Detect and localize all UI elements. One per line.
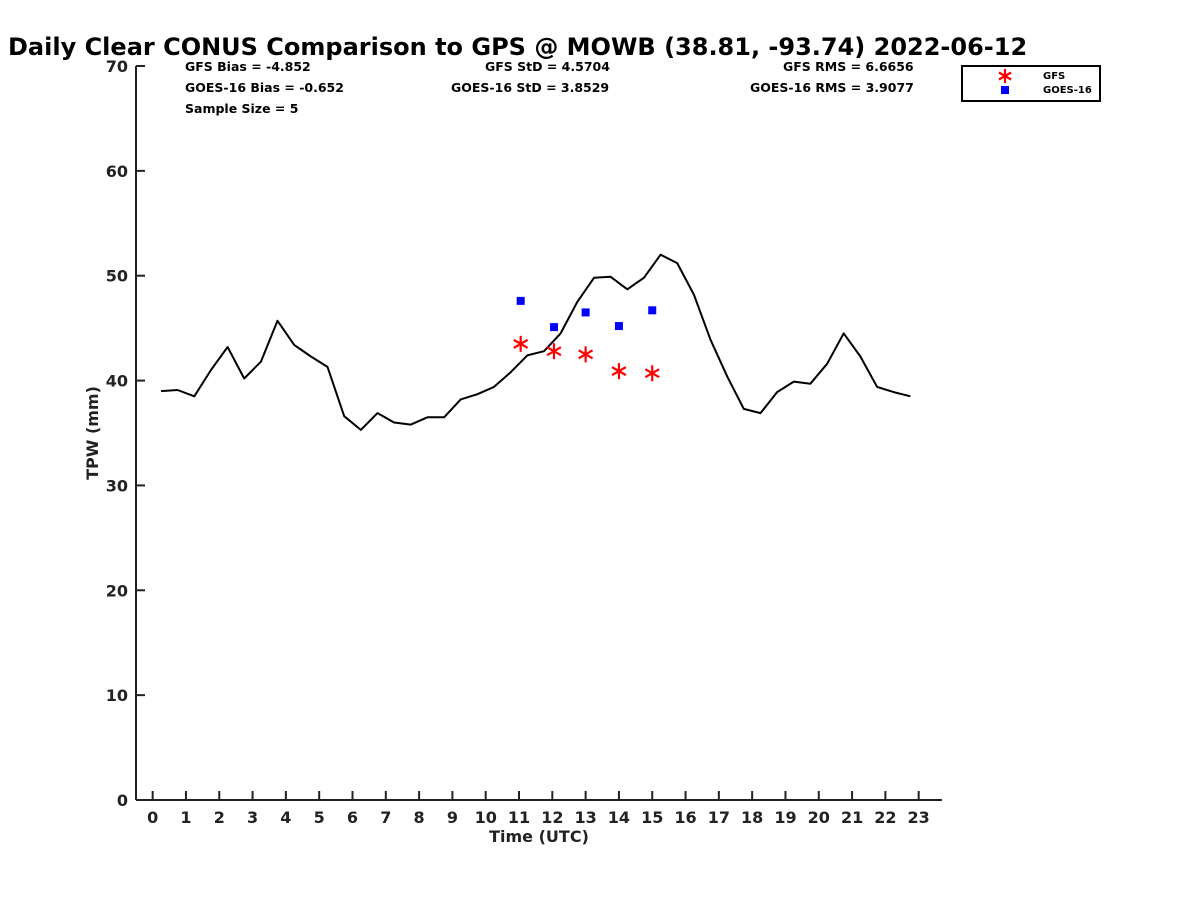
y-tick-label: 70 xyxy=(106,57,128,76)
legend: GFS GOES-16 xyxy=(961,65,1101,102)
goes-point xyxy=(648,306,657,315)
y-tick-label: 60 xyxy=(106,162,128,181)
x-tick-label: 3 xyxy=(247,808,258,827)
legend-goes-marker-icon xyxy=(1001,86,1009,94)
x-tick-label: 14 xyxy=(608,808,630,827)
y-tick-label: 10 xyxy=(106,686,128,705)
x-tick-label: 17 xyxy=(708,808,730,827)
legend-gfs-label: GFS xyxy=(1043,71,1065,82)
x-tick-label: 11 xyxy=(508,808,530,827)
x-tick-label: 16 xyxy=(674,808,696,827)
y-axis-label: TPW (mm) xyxy=(83,386,102,480)
gfs-std-stat: GFS StD = 4.5704 xyxy=(485,59,610,74)
chart-title: Daily Clear CONUS Comparison to GPS @ MO… xyxy=(8,33,1027,61)
x-tick-label: 8 xyxy=(414,808,425,827)
goes-bias-stat: GOES-16 Bias = -0.652 xyxy=(185,80,344,95)
y-tick-label: 20 xyxy=(106,581,128,600)
x-tick-label: 7 xyxy=(380,808,391,827)
x-tick-label: 0 xyxy=(147,808,158,827)
x-axis-label: Time (UTC) xyxy=(489,827,589,846)
x-tick-label: 6 xyxy=(347,808,358,827)
y-tick-label: 50 xyxy=(106,267,128,286)
gfs-point xyxy=(578,346,594,363)
gfs-point xyxy=(513,335,529,352)
x-tick-label: 21 xyxy=(841,808,863,827)
gfs-series xyxy=(513,335,660,382)
y-tick-label: 0 xyxy=(117,791,128,810)
goes-rms-stat: GOES-16 RMS = 3.9077 xyxy=(750,80,914,95)
y-tick-label: 30 xyxy=(106,476,128,495)
statistics-panel: GFS Bias = -4.852 GOES-16 Bias = -0.652 … xyxy=(185,59,914,116)
legend-box xyxy=(961,65,1101,102)
y-tick-label: 40 xyxy=(106,372,128,391)
gfs-point xyxy=(546,343,562,360)
x-tick-label: 12 xyxy=(541,808,563,827)
x-tick-label: 15 xyxy=(641,808,663,827)
x-tick-label: 18 xyxy=(741,808,763,827)
goes-point xyxy=(549,323,558,332)
x-tick-label: 13 xyxy=(574,808,596,827)
y-axis-ticks: 0 10 20 30 40 50 60 70 xyxy=(106,57,145,810)
sample-size-stat: Sample Size = 5 xyxy=(185,101,298,116)
goes-point xyxy=(614,322,623,331)
x-tick-label: 19 xyxy=(774,808,796,827)
x-tick-label: 1 xyxy=(180,808,191,827)
x-tick-label: 5 xyxy=(314,808,325,827)
legend-gfs-marker-icon xyxy=(998,69,1012,83)
legend-gfs-asterisk xyxy=(998,69,1012,83)
x-tick-label: 4 xyxy=(280,808,291,827)
goes-std-stat: GOES-16 StD = 3.8529 xyxy=(451,80,609,95)
goes-point xyxy=(516,296,525,305)
x-tick-label: 20 xyxy=(808,808,830,827)
x-tick-label: 10 xyxy=(475,808,497,827)
plot-axes xyxy=(135,66,942,801)
x-tick-label: 2 xyxy=(214,808,225,827)
gfs-bias-stat: GFS Bias = -4.852 xyxy=(185,59,311,74)
x-axis-ticks: 0 1 2 3 4 5 6 7 8 9 10 11 12 13 14 15 16 17 18 19 20 21 22 23 xyxy=(147,791,930,827)
goes-series xyxy=(516,296,657,332)
gfs-point xyxy=(611,363,627,380)
x-tick-label: 22 xyxy=(874,808,896,827)
x-tick-label: 9 xyxy=(447,808,458,827)
legend-goes-label: GOES-16 xyxy=(1043,85,1092,96)
gps-line xyxy=(160,253,911,431)
gps-line-series xyxy=(160,253,911,431)
gfs-rms-stat: GFS RMS = 6.6656 xyxy=(783,59,914,74)
goes-point xyxy=(581,308,590,317)
gfs-point xyxy=(644,365,660,382)
x-tick-label: 23 xyxy=(908,808,930,827)
